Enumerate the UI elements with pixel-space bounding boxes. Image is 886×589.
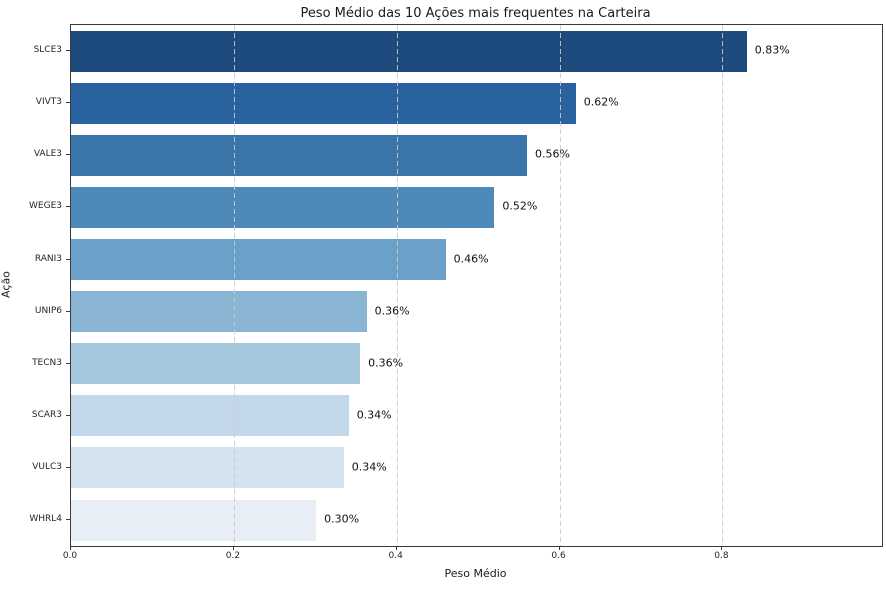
x-tick-mark bbox=[721, 546, 723, 550]
bar-vivt3 bbox=[71, 82, 576, 124]
y-tick-label-tecn3: TECN3 bbox=[32, 357, 62, 368]
x-axis-label: Peso Médio bbox=[444, 567, 507, 580]
y-tick-mark bbox=[66, 362, 70, 364]
bar-value-label: 0.62% bbox=[583, 95, 619, 109]
bar-rani3 bbox=[71, 239, 446, 280]
bar-scar3 bbox=[71, 395, 349, 437]
y-tick-mark bbox=[66, 519, 70, 520]
bar-value-label: 0.36% bbox=[374, 304, 410, 318]
x-tick-mark bbox=[395, 546, 397, 550]
y-tick-label-rani3: RANI3 bbox=[34, 253, 62, 264]
y-tick-mark bbox=[66, 102, 70, 104]
bar-value-label: 0.34% bbox=[356, 408, 392, 422]
y-tick-mark bbox=[66, 310, 70, 312]
x-tick-label: 0.6 bbox=[551, 551, 566, 561]
bar-slce3 bbox=[71, 30, 747, 72]
x-tick-mark bbox=[558, 546, 560, 550]
bar-value-label: 0.56% bbox=[535, 147, 570, 161]
x-tick-label: 0.2 bbox=[225, 551, 241, 561]
bar-value-label: 0.30% bbox=[324, 512, 360, 526]
bar-tecn3 bbox=[71, 343, 361, 385]
bar-unip6 bbox=[71, 291, 367, 333]
x-tick-label: 0.8 bbox=[714, 551, 729, 561]
bar-vale3 bbox=[71, 134, 527, 176]
x-tick-mark bbox=[232, 546, 234, 550]
x-gridline bbox=[396, 25, 398, 546]
y-tick-label-scar3: SCAR3 bbox=[31, 409, 62, 420]
y-tick-mark bbox=[66, 466, 70, 468]
x-gridline bbox=[233, 25, 235, 546]
y-tick-label-wege3: WEGE3 bbox=[29, 201, 62, 212]
y-tick-mark bbox=[66, 50, 70, 51]
y-tick-label-whrl4: WHRL4 bbox=[29, 514, 62, 524]
bar-value-label: 0.34% bbox=[351, 460, 387, 474]
bar-vulc3 bbox=[71, 447, 344, 489]
bar-value-label: 0.83% bbox=[754, 43, 790, 57]
y-tick-label-vivt3: VIVT3 bbox=[35, 97, 62, 108]
chart-title: Peso Médio das 10 Ações mais frequentes … bbox=[300, 6, 651, 21]
bar-value-label: 0.52% bbox=[502, 199, 538, 213]
y-tick-mark bbox=[66, 414, 70, 416]
x-tick-label: 0.0 bbox=[62, 551, 78, 561]
y-tick-label-unip6: UNIP6 bbox=[34, 305, 62, 316]
y-tick-label-vale3: VALE3 bbox=[33, 149, 62, 160]
y-tick-label-slce3: SLCE3 bbox=[33, 45, 62, 55]
y-tick-label-vulc3: VULC3 bbox=[32, 461, 62, 472]
y-tick-mark bbox=[66, 258, 70, 260]
bar-whrl4 bbox=[71, 499, 317, 541]
y-tick-mark bbox=[66, 206, 70, 208]
y-tick-mark bbox=[66, 154, 70, 156]
x-gridline bbox=[559, 25, 561, 546]
bar-value-label: 0.36% bbox=[368, 356, 404, 370]
bar-value-label: 0.46% bbox=[453, 252, 489, 265]
x-tick-label: 0.4 bbox=[388, 551, 403, 561]
plot-area bbox=[70, 24, 883, 547]
x-tick-mark bbox=[70, 546, 71, 550]
x-gridline bbox=[722, 25, 724, 546]
bar-wege3 bbox=[71, 186, 495, 228]
